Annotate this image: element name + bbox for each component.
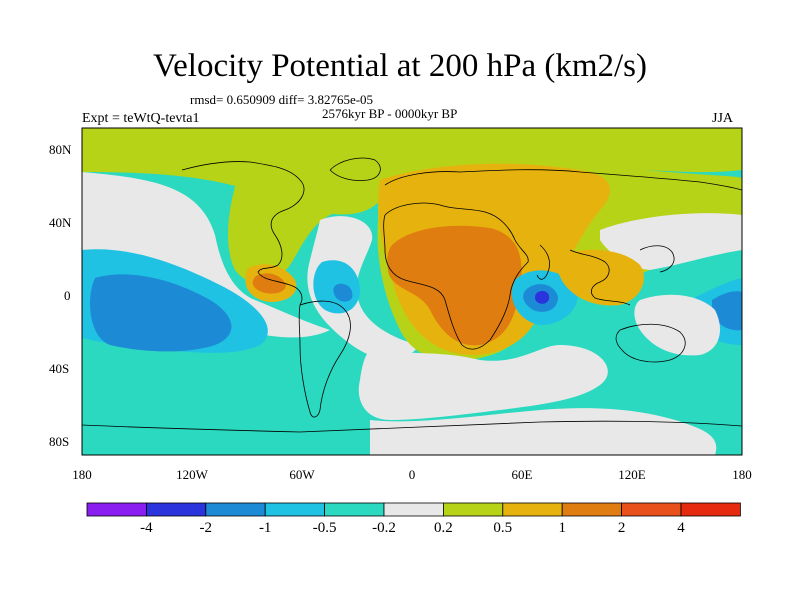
lat-tick-label: 80S	[49, 434, 70, 449]
colorbar-swatch	[502, 502, 563, 517]
coastlines	[82, 157, 742, 433]
lat-tick-label: 40S	[49, 361, 70, 376]
colorbar-label: -1	[258, 520, 272, 536]
colorbar-label: 2	[617, 520, 626, 536]
colorbar-label: 4	[677, 520, 685, 536]
colorbar-swatch	[442, 502, 504, 517]
colorbar-swatch	[561, 502, 623, 517]
lon-tick-label: 180	[732, 467, 752, 482]
colorbar-swatch	[86, 502, 147, 517]
map-title: Velocity Potential at 200 hPa (km2/s)	[152, 48, 648, 84]
lon-tick-label: 120W	[176, 467, 208, 482]
lon-tick-label: 60E	[511, 467, 533, 482]
colorbar-label: 0.2	[434, 520, 453, 536]
colorbar-swatch	[324, 502, 385, 517]
colorbar-swatch	[205, 502, 266, 517]
period-label: 2576kyr BP - 0000kyr BP	[322, 106, 458, 121]
colorbar-swatch	[383, 502, 444, 517]
colorbar-label: -2	[199, 520, 213, 536]
lon-tick-label: 60W	[289, 467, 315, 482]
contour-field	[82, 128, 742, 455]
lat-tick-label: 40N	[49, 215, 72, 230]
colorbar-label: 0.5	[493, 520, 513, 536]
colorbar-label: -0.5	[312, 520, 337, 536]
lon-tick-label: 0	[408, 467, 416, 482]
colorbar-label: -0.2	[372, 520, 396, 536]
experiment-label: Expt = teWtQ-tevta1	[82, 111, 200, 126]
colorbar-swatch	[264, 502, 326, 517]
colorbar-swatch	[621, 502, 682, 517]
lat-tick-label: 80N	[49, 142, 72, 157]
season-label: JJA	[712, 111, 734, 126]
colorbar-label: 1	[558, 520, 566, 536]
colorbar-swatch	[145, 502, 207, 517]
lon-tick-label: 120E	[618, 467, 646, 482]
lon-tick-label: 180	[72, 467, 92, 482]
lat-tick-label: 0	[64, 288, 71, 303]
stats-label: rmsd= 0.650909 diff= 3.82765e-05	[190, 92, 374, 107]
colorbar-label: -4	[140, 520, 153, 536]
colorbar-swatch	[680, 502, 741, 517]
plot-frame	[81, 127, 743, 456]
